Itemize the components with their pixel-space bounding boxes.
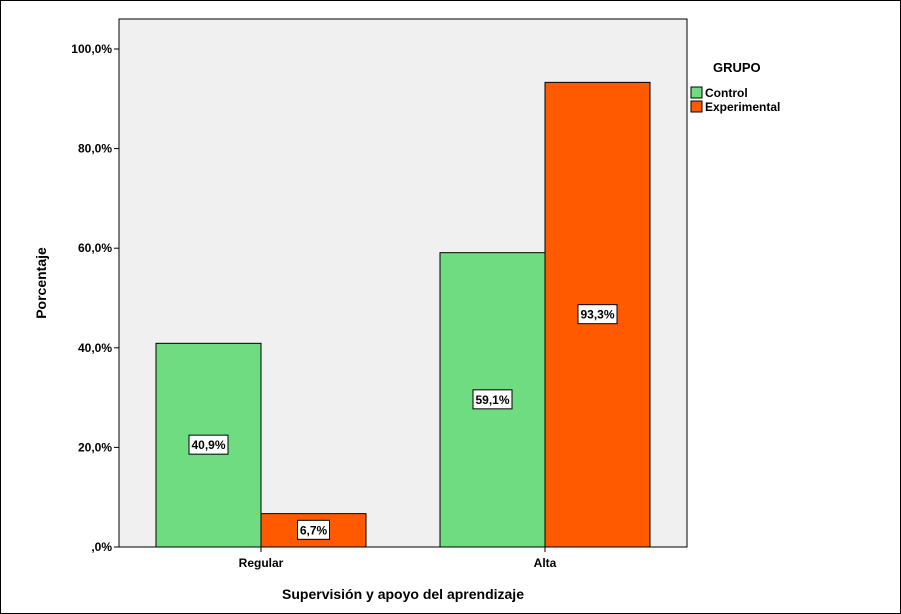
legend-swatch-experimental bbox=[690, 100, 703, 113]
legend-label-experimental: Experimental bbox=[705, 100, 780, 114]
y-axis-title: Porcentaje bbox=[33, 247, 49, 319]
y-tick-label: 100,0% bbox=[71, 42, 112, 56]
x-axis-title: Supervisión y apoyo del aprendizaje bbox=[282, 586, 524, 602]
legend-title: GRUPO bbox=[713, 60, 761, 75]
y-tick-label: 40,0% bbox=[78, 341, 112, 355]
y-tick-label: 60,0% bbox=[78, 241, 112, 255]
data-label: 59,1% bbox=[475, 393, 509, 407]
data-label: 93,3% bbox=[580, 308, 614, 322]
y-tick-label: 20,0% bbox=[78, 440, 112, 454]
x-tick-label: Regular bbox=[239, 556, 284, 570]
x-tick-label: Alta bbox=[534, 556, 557, 570]
data-labels: 40,9% 6,7% 59,1% 93,3% bbox=[188, 304, 618, 540]
data-label-box bbox=[577, 304, 618, 325]
data-label-box bbox=[472, 389, 513, 410]
legend-label-control: Control bbox=[705, 86, 748, 100]
y-tick-label: 80,0% bbox=[78, 142, 112, 156]
data-label: 6,7% bbox=[300, 523, 328, 537]
y-axis-ticks: ,0% 20,0% 40,0% 60,0% 80,0% 100,0% bbox=[71, 42, 119, 554]
data-label-box bbox=[188, 434, 229, 455]
x-axis-ticks: Regular Alta bbox=[239, 547, 557, 570]
legend-swatch-control bbox=[690, 86, 703, 99]
data-label-box bbox=[297, 519, 330, 540]
y-tick-label: ,0% bbox=[91, 540, 112, 554]
data-label: 40,9% bbox=[191, 438, 225, 452]
